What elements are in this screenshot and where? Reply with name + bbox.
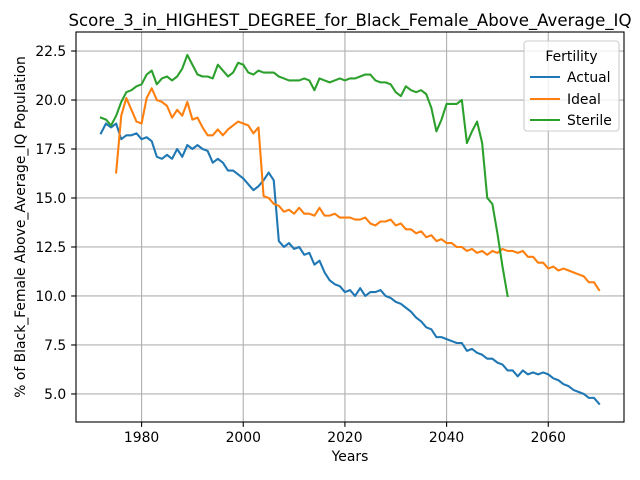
x-tick-label: 2020 [327, 430, 362, 446]
chart-title: Score_3_in_HIGHEST_DEGREE_for_Black_Fema… [69, 10, 632, 31]
y-tick-label: 7.5 [44, 338, 66, 354]
x-axis: 1980 2000 2020 2040 2060 [124, 422, 566, 446]
legend-label-sterile: Sterile [567, 113, 612, 129]
series-layer [99, 53, 601, 406]
legend-box [523, 40, 620, 132]
legend-label-actual: Actual [567, 70, 611, 86]
x-axis-label: Years [331, 449, 369, 465]
x-tick-label: 1980 [124, 430, 159, 446]
legend-label-ideal: Ideal [567, 92, 601, 108]
y-tick-label: 12.5 [35, 240, 66, 256]
series-line-ideal [115, 87, 601, 292]
legend-title: Fertility [545, 49, 597, 65]
y-tick-label: 20.0 [35, 93, 66, 109]
legend: Fertility Actual Ideal Sterile [523, 40, 620, 132]
y-tick-label: 17.5 [35, 142, 66, 158]
series-line-actual [99, 122, 601, 406]
y-axis-label: % of Black_Female Above_Average_IQ Popul… [13, 56, 29, 398]
y-tick-label: 10.0 [35, 289, 66, 305]
x-tick-label: 2060 [531, 430, 566, 446]
x-tick-label: 2040 [429, 430, 464, 446]
y-tick-label: 22.5 [35, 44, 66, 60]
plot-frame [75, 31, 625, 423]
y-tick-label: 15.0 [35, 191, 66, 207]
y-tick-label: 5.0 [44, 387, 66, 403]
series-line-sterile [99, 53, 509, 298]
x-tick-label: 2000 [226, 430, 261, 446]
y-axis: 5.0 7.5 10.0 12.5 15.0 17.5 20.0 22.5 [35, 44, 76, 403]
